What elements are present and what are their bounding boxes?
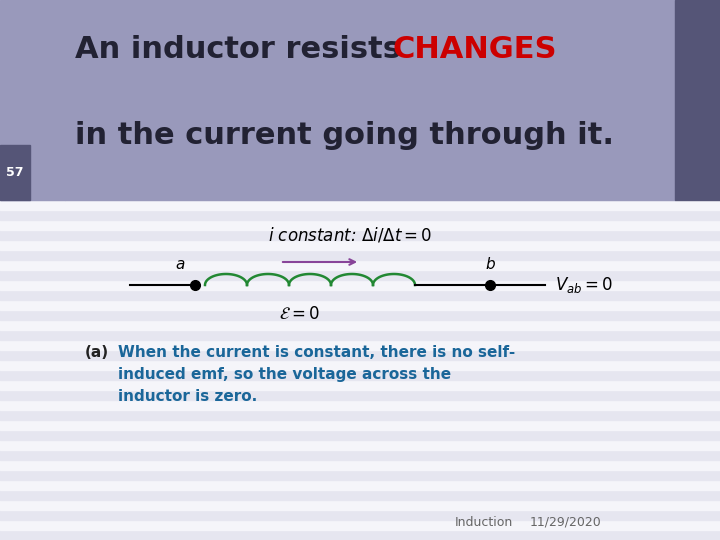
Bar [0, 360, 720, 370]
Bar [0, 230, 720, 240]
Text: $V_{ab} = 0$: $V_{ab} = 0$ [555, 275, 613, 295]
Bar [0, 270, 720, 280]
Text: 11/29/2020: 11/29/2020 [530, 516, 602, 529]
Bar [0, 350, 720, 360]
Bar [0, 0, 720, 10]
Bar [0, 60, 720, 70]
Text: $b$: $b$ [485, 256, 495, 272]
Bar [0, 340, 720, 350]
Text: $\mathcal{E} = 0$: $\mathcal{E} = 0$ [279, 305, 320, 323]
Bar [0, 460, 720, 470]
Bar [0, 145, 30, 200]
Text: Induction: Induction [455, 516, 513, 529]
Bar [0, 330, 720, 340]
Bar [675, 0, 720, 200]
Bar [0, 370, 720, 380]
Bar [0, 130, 720, 140]
Bar [0, 80, 720, 90]
Text: (a): (a) [85, 345, 109, 360]
Text: 57: 57 [6, 166, 24, 179]
Bar [0, 400, 720, 410]
Text: When the current is constant, there is no self-: When the current is constant, there is n… [118, 345, 516, 360]
Bar [0, 260, 720, 270]
Bar [0, 140, 720, 150]
Bar [0, 200, 720, 210]
Bar [0, 40, 720, 50]
Bar [0, 240, 720, 250]
Bar [0, 50, 720, 60]
Bar [0, 0, 65, 200]
Bar [0, 280, 720, 290]
Text: An inductor resists: An inductor resists [75, 36, 412, 64]
Bar [0, 320, 720, 330]
Bar [0, 190, 720, 200]
Bar [0, 220, 720, 230]
Bar [0, 380, 720, 390]
Bar [65, 0, 675, 200]
Bar [0, 440, 720, 450]
Text: inductor is zero.: inductor is zero. [118, 389, 257, 404]
Bar [0, 310, 720, 320]
Bar [0, 520, 720, 530]
Bar [0, 30, 720, 40]
Bar [0, 20, 720, 30]
Bar [0, 110, 720, 120]
Bar [0, 10, 720, 20]
Bar [0, 290, 720, 300]
Bar [0, 430, 720, 440]
Text: induced emf, so the voltage across the: induced emf, so the voltage across the [118, 367, 451, 382]
Bar [0, 410, 720, 420]
Bar [0, 170, 720, 180]
Bar [0, 150, 720, 160]
Text: $i$ constant: $\Delta i / \Delta t = 0$: $i$ constant: $\Delta i / \Delta t = 0$ [268, 226, 432, 245]
Text: in the current going through it.: in the current going through it. [75, 120, 614, 150]
Bar [0, 210, 720, 220]
Bar [0, 390, 720, 400]
Bar [0, 100, 720, 110]
Bar [0, 500, 720, 510]
Bar [0, 160, 720, 170]
Bar [0, 480, 720, 490]
Bar [0, 120, 720, 130]
Bar [0, 250, 720, 260]
Bar [0, 490, 720, 500]
Bar [0, 470, 720, 480]
Bar [0, 180, 720, 190]
Text: CHANGES: CHANGES [393, 36, 557, 64]
Bar [0, 70, 720, 80]
Text: $a$: $a$ [175, 257, 185, 272]
Bar [0, 300, 720, 310]
Bar [0, 420, 720, 430]
Bar [0, 90, 720, 100]
Bar [0, 510, 720, 520]
Bar [0, 450, 720, 460]
Bar [0, 530, 720, 540]
